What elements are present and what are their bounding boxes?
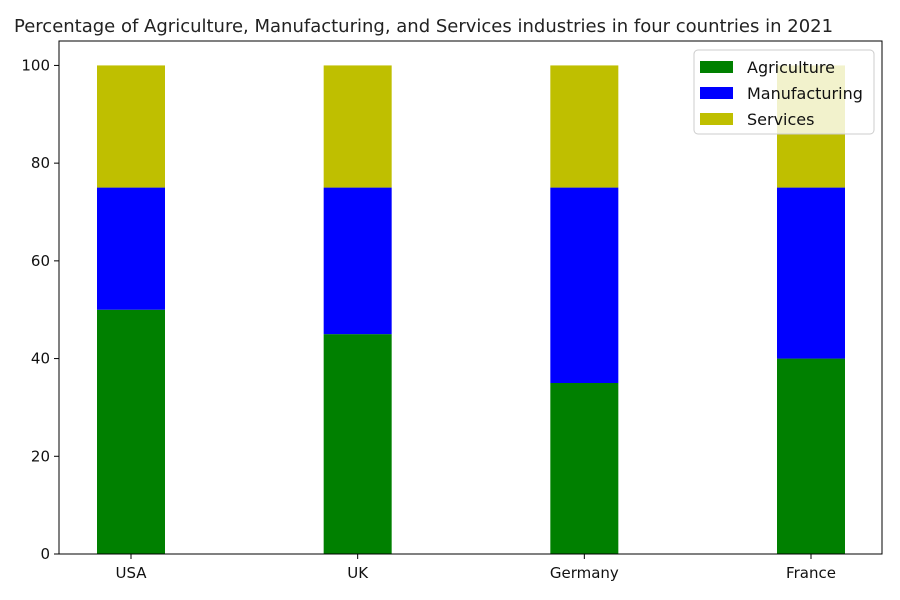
plot-area: [97, 65, 845, 554]
legend-label-services: Services: [747, 110, 814, 129]
bar-services-uk: [323, 65, 392, 188]
bar-manufacturing-usa: [97, 187, 165, 310]
legend-label-agriculture: Agriculture: [747, 58, 835, 77]
bar-services-germany: [550, 65, 619, 188]
chart-title: Percentage of Agriculture, Manufacturing…: [14, 16, 833, 37]
x-tick-label: France: [786, 564, 836, 582]
y-tick-label: 60: [31, 252, 50, 270]
bar-manufacturing-france: [777, 187, 845, 359]
bar-agriculture-usa: [97, 309, 165, 554]
axes: 0 20 40 60 80 100 USA UK Germany France: [21, 40, 883, 582]
bar-agriculture-france: [777, 358, 845, 554]
y-tick-label: 80: [31, 154, 50, 172]
legend-swatch-agriculture: [700, 61, 733, 73]
y-tick-label: 100: [21, 56, 50, 74]
legend-swatch-services: [700, 113, 733, 125]
legend-label-manufacturing: Manufacturing: [747, 84, 863, 103]
bar-manufacturing-germany: [550, 187, 619, 383]
bar-manufacturing-uk: [323, 187, 392, 335]
plot-frame: [58, 40, 883, 555]
y-tick-label: 0: [40, 545, 50, 563]
x-tick-label: Germany: [550, 564, 619, 582]
x-tick-label: USA: [115, 564, 147, 582]
bar-agriculture-uk: [323, 334, 392, 554]
legend-box: [693, 49, 875, 135]
legend-swatch-manufacturing: [700, 87, 733, 99]
bar-agriculture-germany: [550, 383, 619, 554]
bar-services-usa: [97, 65, 165, 188]
y-tick-label: 40: [31, 350, 50, 368]
x-tick-label: UK: [347, 564, 369, 582]
y-tick-label: 20: [31, 447, 50, 465]
legend: Agriculture Manufacturing Services: [693, 49, 875, 135]
